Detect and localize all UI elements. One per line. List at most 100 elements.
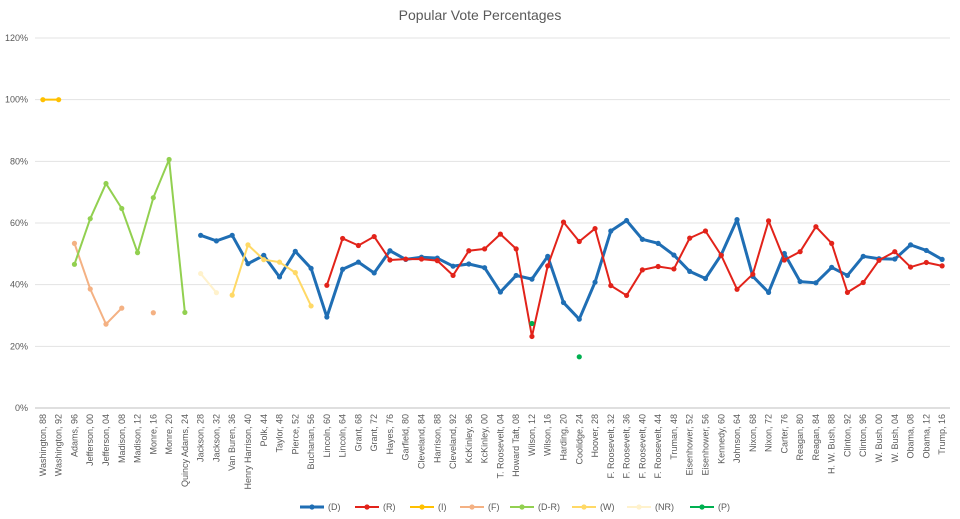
data-point (371, 270, 377, 276)
gridlines (35, 37, 950, 409)
data-point (387, 257, 393, 263)
data-point (623, 217, 630, 224)
data-point (245, 242, 251, 248)
x-tick-label: Buchanan, 56 (306, 414, 316, 470)
data-point (292, 270, 298, 276)
data-point (529, 276, 535, 282)
x-tick-label: T. Roosevelt, 04 (495, 414, 505, 479)
x-tick-label: Adams, 96 (69, 414, 79, 457)
data-point (355, 242, 362, 249)
legend-label: (R) (383, 502, 396, 512)
y-tick-label: 20% (10, 341, 28, 351)
y-tick-label: 100% (5, 95, 28, 105)
x-tick-label: Henry Harrison, 40 (243, 414, 253, 490)
data-point (434, 258, 440, 264)
data-point (198, 270, 204, 277)
data-point (671, 252, 677, 258)
data-point (261, 257, 267, 263)
data-point (87, 216, 93, 222)
data-point (734, 217, 740, 223)
data-point (750, 271, 756, 277)
legend-label: (NR) (655, 502, 674, 512)
data-point (340, 235, 346, 242)
series-line (199, 272, 218, 294)
x-tick-label: Carter, 76 (779, 414, 789, 454)
data-point (71, 240, 78, 246)
data-point (545, 263, 551, 269)
data-point (229, 292, 235, 298)
data-point (623, 292, 630, 299)
x-tick-label: Truman, 48 (669, 414, 679, 460)
data-point (292, 248, 298, 254)
legend-label: (W) (600, 502, 615, 512)
data-point (134, 250, 141, 256)
legend-label: (P) (718, 502, 730, 512)
data-point (765, 289, 772, 295)
data-point (324, 314, 330, 320)
legend-label: (D-R) (538, 502, 560, 512)
data-point (482, 246, 488, 252)
legend-swatch-marker (309, 504, 315, 510)
legend-item: (F) (460, 502, 500, 512)
series-line (325, 219, 943, 338)
legend-item: (W) (572, 502, 615, 512)
data-point (592, 225, 598, 232)
legend-swatch-marker (699, 504, 705, 510)
x-tick-label: Clinton, 92 (842, 414, 852, 457)
data-point (860, 253, 866, 259)
x-tick-label: Pierce, 52 (290, 414, 300, 455)
data-point (103, 321, 109, 327)
x-tick-label: W. Bush, 00 (874, 414, 884, 463)
data-point (813, 280, 819, 286)
x-tick-label: Lincoln, 60 (322, 414, 332, 458)
data-point (734, 286, 740, 292)
x-axis-ticks: Washington, 88 Washington, 92 Adams, 96 Jef… (38, 414, 947, 490)
x-tick-label: Hayes, 76 (385, 414, 395, 455)
data-point (592, 279, 598, 285)
x-tick-label: Wilson, 16 (543, 414, 553, 456)
series-line (73, 243, 123, 326)
legend-swatch-marker (364, 504, 370, 510)
x-tick-label: Clinton, 96 (858, 414, 868, 457)
x-tick-label: Coolidge, 24 (574, 414, 584, 465)
data-point (513, 246, 519, 252)
data-point (119, 205, 125, 212)
data-point (844, 272, 851, 279)
x-tick-label: Washington, 92 (54, 414, 64, 476)
x-tick-label: Jefferson, 00 (85, 414, 95, 466)
x-tick-label: Trump, 16 (937, 414, 947, 455)
data-point (261, 252, 267, 258)
data-point (829, 240, 835, 246)
x-tick-label: Harding, 20 (558, 414, 568, 461)
x-tick-label: Polk, 44 (259, 414, 269, 447)
data-point (687, 235, 693, 241)
data-point (844, 289, 851, 295)
data-point (513, 272, 519, 279)
data-point (119, 305, 125, 311)
series-w (229, 242, 314, 309)
x-tick-label: Nixon, 68 (748, 414, 758, 452)
x-tick-label: Johnson, 64 (732, 414, 742, 463)
data-point (781, 257, 787, 263)
legend-item: (NR) (627, 502, 674, 512)
y-tick-label: 0% (15, 403, 28, 413)
legend-item: (P) (690, 502, 730, 512)
legend: (D) (R) (I) (F) (D-R) (W) (NR) (P) (300, 502, 730, 512)
legend-swatch-marker (519, 504, 525, 510)
series-f (71, 240, 156, 327)
data-point (213, 290, 220, 296)
x-tick-label: F. Roosevelt, 32 (606, 414, 616, 479)
data-point (229, 232, 235, 238)
legend-item: (D) (300, 502, 341, 512)
data-point (608, 228, 614, 234)
data-point (765, 218, 772, 224)
data-point (560, 219, 567, 225)
data-point (655, 263, 661, 270)
legend-label: (I) (438, 502, 447, 512)
legend-swatch-marker (636, 504, 642, 510)
data-point (576, 354, 582, 360)
x-tick-label: Cleveland, 84 (417, 414, 427, 469)
x-tick-label: Grant, 68 (353, 414, 363, 452)
y-tick-label: 80% (10, 156, 28, 166)
